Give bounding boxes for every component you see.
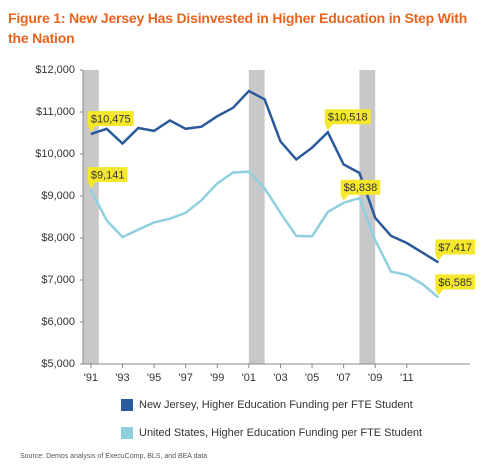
legend-label: New Jersey, Higher Education Funding per… [139, 399, 413, 411]
y-tick-label: $12,000 [35, 64, 75, 76]
x-tick-label: '05 [305, 372, 319, 384]
source-note: Source: Demos analysis of ExecuComp, BLS… [20, 453, 207, 460]
x-tick-label: '09 [368, 372, 382, 384]
data-label: $8,838 [344, 182, 378, 194]
recession-band [248, 70, 265, 364]
callout: $10,518 [324, 109, 371, 131]
y-tick-label: $7,000 [41, 274, 75, 286]
callout-pointer [324, 124, 333, 131]
y-tick-label: $6,000 [41, 316, 75, 328]
callout-pointer [435, 254, 444, 261]
callout: $9,141 [87, 167, 128, 189]
y-tick-label: $10,000 [35, 148, 75, 160]
callout-box [324, 109, 371, 125]
data-label: $9,141 [91, 169, 125, 181]
callout-pointer [435, 289, 444, 296]
data-label: $7,417 [438, 242, 472, 254]
callout: $8,838 [340, 179, 381, 201]
x-tick-label: '03 [273, 372, 287, 384]
x-tick-label: '11 [400, 372, 414, 384]
x-tick-label: '97 [179, 372, 193, 384]
x-tick-label: '95 [147, 372, 161, 384]
callout-box [87, 167, 128, 183]
x-tick-label: '93 [115, 372, 129, 384]
callout: $7,417 [435, 239, 476, 261]
y-tick-label: $8,000 [41, 232, 75, 244]
callout-box [435, 274, 476, 290]
callout-box [340, 179, 381, 195]
recession-band [83, 70, 99, 364]
y-tick-label: $9,000 [41, 190, 75, 202]
series-line [90, 89, 440, 264]
callout-pointer [87, 126, 96, 133]
callout-pointer [340, 194, 349, 201]
callout-pointer [87, 182, 96, 189]
legend-label: United States, Higher Education Funding … [139, 427, 422, 439]
x-tick-label: '99 [210, 372, 224, 384]
callout-box [435, 239, 476, 255]
data-label: $10,475 [91, 113, 131, 125]
series-line [89, 170, 440, 299]
x-tick-label: '91 [84, 372, 98, 384]
chart-title: Figure 1: New Jersey Has Disinvested in … [8, 10, 468, 46]
x-tick-label: '01 [242, 372, 256, 384]
y-tick-label: $11,000 [36, 106, 75, 118]
legend-swatch [121, 427, 133, 439]
y-tick-label: $5,000 [41, 358, 75, 370]
data-label: $6,585 [438, 277, 472, 289]
x-tick-label: '07 [336, 372, 350, 384]
callout: $6,585 [435, 274, 476, 296]
callout-box [87, 111, 134, 127]
data-label: $10,518 [328, 112, 368, 124]
legend-swatch [121, 399, 133, 411]
callout: $10,475 [87, 111, 134, 133]
